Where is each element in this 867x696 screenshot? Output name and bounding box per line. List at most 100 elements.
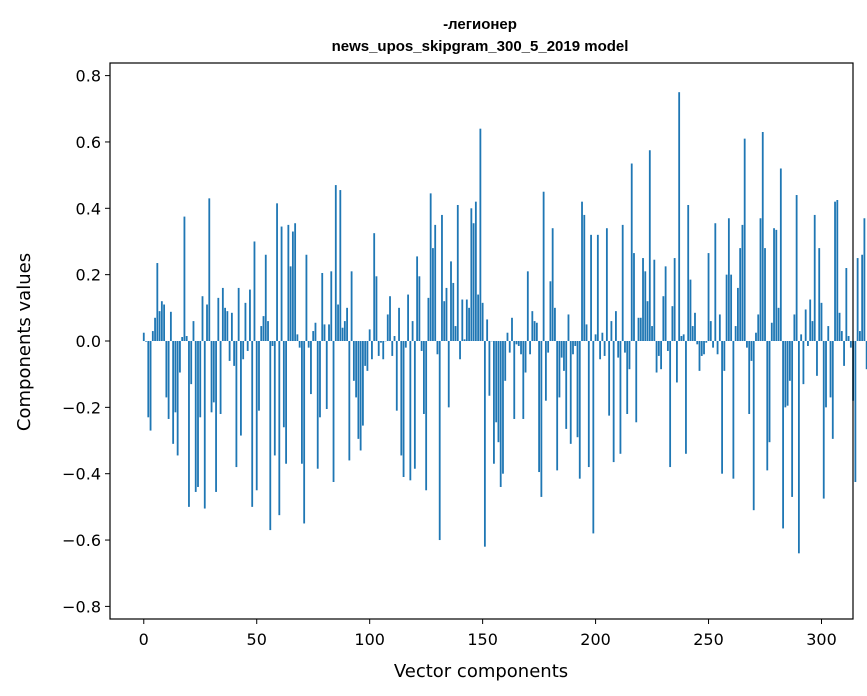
bar — [531, 311, 534, 341]
bar — [755, 332, 757, 341]
bar — [718, 314, 721, 341]
bar — [181, 337, 184, 341]
y-axis-label: Components values — [14, 253, 35, 431]
bar — [499, 341, 502, 487]
bar — [339, 190, 342, 341]
y-tick-label: −0.6 — [62, 531, 101, 550]
bar — [637, 317, 640, 341]
bar — [411, 321, 414, 341]
bar — [818, 248, 821, 341]
bar — [398, 307, 400, 341]
bar — [425, 341, 428, 491]
bar — [648, 150, 651, 341]
bar — [382, 341, 385, 360]
bar — [657, 341, 660, 356]
bar — [251, 341, 254, 507]
y-tick-label: 0.2 — [76, 266, 101, 285]
bar — [303, 341, 306, 524]
bar — [813, 214, 816, 341]
bar — [621, 224, 624, 341]
bar — [312, 331, 315, 341]
bar — [280, 226, 283, 341]
bar — [276, 203, 278, 341]
bar — [393, 336, 396, 341]
bar — [346, 307, 348, 341]
bar — [185, 336, 188, 341]
bar — [165, 341, 168, 398]
bar — [673, 258, 676, 341]
bar — [418, 276, 421, 341]
bar — [194, 341, 197, 492]
bar — [802, 341, 805, 385]
x-axis-label: Vector components — [394, 661, 568, 682]
bar — [800, 334, 803, 341]
bar — [373, 233, 376, 341]
bar — [488, 341, 491, 396]
bar — [468, 307, 470, 341]
bar — [567, 314, 570, 341]
bar — [224, 307, 226, 341]
bar — [190, 341, 193, 385]
x-tick-label: 50 — [247, 630, 267, 649]
bar — [212, 341, 215, 403]
bar — [262, 316, 265, 341]
bar — [596, 234, 599, 341]
bar — [438, 341, 441, 541]
bar — [249, 289, 251, 341]
bar — [226, 311, 229, 341]
bar — [371, 341, 373, 360]
bar — [788, 341, 791, 381]
bar — [698, 341, 701, 371]
bar — [305, 254, 308, 341]
bar — [192, 321, 195, 341]
bar — [334, 185, 337, 341]
bar — [267, 321, 269, 341]
bar — [746, 341, 748, 348]
bar — [502, 341, 504, 474]
bar — [630, 163, 633, 341]
bar — [617, 341, 620, 358]
bar — [775, 229, 778, 341]
bar — [450, 261, 452, 341]
bar — [472, 223, 475, 341]
bar — [359, 341, 362, 451]
bar — [757, 314, 760, 341]
bar — [766, 341, 769, 471]
bar — [145, 341, 147, 342]
bar — [730, 274, 733, 341]
bar — [581, 201, 583, 341]
bar — [628, 341, 631, 370]
bar — [834, 201, 836, 341]
bar — [854, 341, 857, 482]
bar — [590, 234, 592, 341]
bar — [807, 341, 809, 346]
bar — [350, 271, 353, 341]
bar — [325, 341, 328, 410]
bar — [685, 341, 687, 454]
bar — [341, 327, 344, 341]
bar — [233, 341, 236, 366]
bar — [389, 296, 391, 341]
bar — [680, 336, 683, 341]
bar — [542, 191, 545, 341]
bar — [856, 258, 859, 341]
x-tick-label: 0 — [139, 630, 149, 649]
bar — [793, 314, 796, 341]
bar — [413, 341, 416, 469]
bar — [321, 272, 324, 341]
bar — [526, 271, 529, 341]
bar — [565, 341, 568, 429]
bar — [678, 92, 681, 341]
bar — [594, 334, 597, 341]
bar — [228, 341, 231, 361]
bar — [791, 341, 794, 497]
bar — [404, 341, 407, 348]
bar — [603, 341, 606, 356]
bar — [644, 271, 647, 341]
bar — [298, 341, 301, 348]
bar — [416, 256, 419, 341]
bar — [615, 311, 617, 341]
bar — [179, 341, 181, 373]
bar — [402, 341, 405, 478]
bar — [337, 304, 339, 341]
